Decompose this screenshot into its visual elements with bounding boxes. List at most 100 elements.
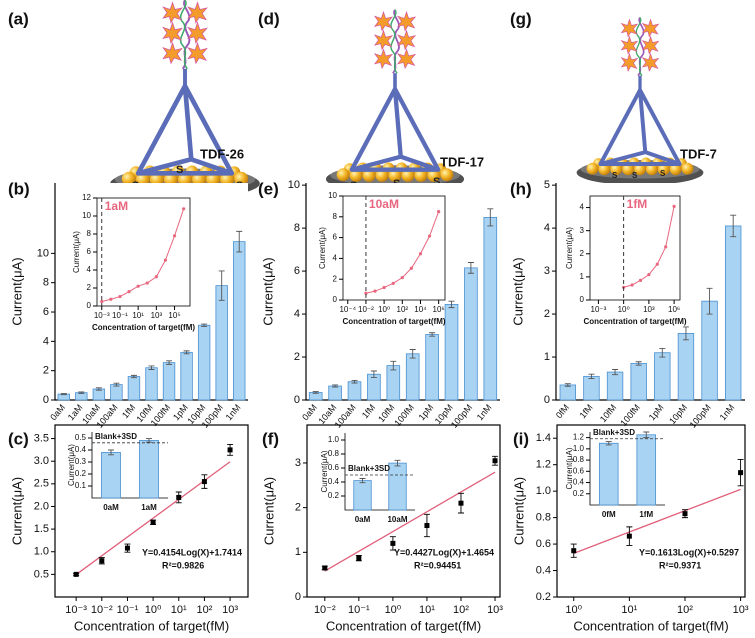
- bar: [101, 451, 121, 499]
- data-point: [99, 558, 105, 564]
- x-axis-label: Concentration of target(fM): [74, 618, 229, 633]
- error-bar: [659, 347, 666, 358]
- bar: [197, 324, 211, 401]
- y-tick-label: 2: [294, 351, 300, 363]
- y-tick-label: 0: [87, 301, 92, 310]
- error-bar: [359, 478, 366, 484]
- error-bar: [605, 441, 612, 446]
- y-tick-label: 1.0: [536, 485, 551, 497]
- y-tick-label: 0.8: [328, 449, 340, 458]
- fit-equation: Y=0.1613Log(X)+0.5297: [639, 547, 739, 557]
- error-bar: [390, 360, 397, 371]
- y-tick-label: 0.4: [328, 477, 340, 486]
- y-tick-label: 1: [580, 272, 585, 281]
- error-bar: [448, 300, 455, 309]
- x-tick-label: 0fM: [602, 510, 616, 519]
- y-tick-label: 2.0: [34, 500, 49, 512]
- x-tick-label: 0aM: [355, 515, 371, 524]
- y-tick-label: 0: [333, 295, 338, 304]
- x-tick-label: 10⁶: [433, 305, 445, 314]
- axis-frame: [589, 195, 681, 301]
- y-tick-label: 10: [82, 211, 91, 220]
- data-point: [118, 294, 122, 299]
- y-tick-label: 4: [580, 203, 585, 212]
- panel-label: (f): [262, 429, 279, 448]
- y-tick-label: 6: [294, 265, 300, 277]
- axis-frame: [54, 424, 249, 598]
- bar: [598, 442, 619, 506]
- y-tick-label: 2: [87, 283, 92, 292]
- x-tick-label: 1nM: [475, 402, 494, 422]
- y-tick-label: 3: [580, 226, 585, 235]
- y-tick-label: 0.2: [536, 591, 551, 603]
- y-tick-label: 10: [328, 191, 337, 200]
- x-tick-label: 10⁰: [145, 604, 162, 616]
- x-tick-label: 10⁻¹: [348, 604, 370, 616]
- error-bar: [78, 391, 85, 394]
- x-tick-label: 10⁰: [385, 604, 402, 616]
- y-tick-label: 1.2: [573, 433, 585, 442]
- bar: [162, 362, 176, 401]
- x-axis-label: Concentration of target(fM): [342, 317, 445, 326]
- panel-label: (a): [8, 9, 29, 28]
- bar: [367, 373, 381, 401]
- bar: [630, 363, 647, 401]
- y-tick-label: 6: [87, 247, 92, 256]
- error-bar: [409, 349, 416, 359]
- data-point: [630, 283, 634, 287]
- x-tick-label: 10⁻³: [94, 311, 110, 320]
- x-tick-label: 10³: [733, 604, 749, 616]
- r-squared: R²=0.9371: [659, 560, 701, 570]
- x-tick-label: 10¹: [419, 604, 435, 616]
- data-point: [176, 494, 182, 500]
- y-tick-label: 3.0: [34, 455, 49, 467]
- x-tick-label: 100fM: [392, 402, 416, 428]
- y-axis-label: Current(μA): [9, 477, 24, 545]
- detection-limit-label: 1aM: [105, 199, 128, 213]
- bar: [464, 267, 478, 401]
- error-bar: [467, 262, 474, 274]
- x-tick-label: 10³: [222, 604, 238, 616]
- x-axis-label: Concentration of target(fM): [92, 323, 195, 332]
- x-tick-label: 10⁴: [414, 305, 427, 314]
- y-axis-label: Current(μA): [9, 257, 24, 325]
- x-axis-label: Concentration of target(fM): [573, 618, 728, 633]
- data-point: [437, 210, 441, 214]
- bar: [388, 462, 407, 511]
- x-tick-label: 10³: [487, 604, 503, 616]
- data-point: [124, 545, 130, 551]
- y-axis-label: Current(μA): [511, 477, 526, 545]
- data-point: [682, 511, 688, 517]
- data-point: [382, 285, 386, 290]
- x-tick-label: 1nM: [224, 402, 243, 422]
- error-bar: [95, 387, 102, 391]
- data-point: [145, 281, 149, 285]
- data-point: [322, 565, 328, 571]
- error-bar: [588, 373, 595, 379]
- error-bar: [730, 214, 737, 238]
- y-axis-label: Current(μA): [72, 231, 81, 273]
- x-tick-label: 10⁶: [668, 305, 680, 314]
- y-tick-label: 1: [544, 351, 550, 363]
- data-point: [638, 278, 643, 282]
- data-point: [390, 540, 396, 546]
- x-tick-label: 1fM: [577, 402, 594, 420]
- y-tick-label: 6: [333, 233, 338, 242]
- x-tick-label: 100pM: [688, 402, 713, 430]
- y-tick-label: 2: [333, 274, 338, 283]
- fit-line: [324, 471, 496, 572]
- y-tick-label: 8: [87, 229, 92, 238]
- y-tick-label: 4: [43, 335, 49, 347]
- x-tick-label: 1aM: [141, 503, 157, 512]
- x-tick-label: 10aM: [387, 515, 407, 524]
- data-point: [73, 571, 79, 577]
- error-bar: [312, 391, 319, 394]
- bar: [180, 351, 193, 401]
- bar: [145, 367, 158, 401]
- error-bar: [236, 230, 243, 253]
- x-tick-label: 10⁻³: [591, 305, 607, 314]
- y-tick-label: 8: [333, 212, 338, 221]
- fit-line: [573, 488, 741, 554]
- x-tick-label: 10⁻³: [65, 604, 87, 616]
